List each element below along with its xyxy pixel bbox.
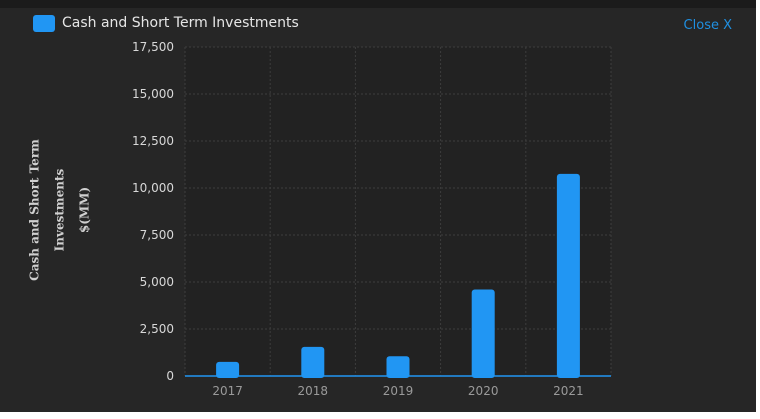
x-tick-label: 2018	[298, 384, 329, 398]
x-tick-label: 2019	[383, 384, 414, 398]
y-tick-label: 5,000	[140, 275, 174, 289]
x-tick-label: 2021	[553, 384, 584, 398]
legend[interactable]: Cash and Short Term Investments	[33, 14, 299, 32]
bar	[216, 361, 240, 378]
bar	[556, 173, 580, 378]
y-tick-label: 2,500	[140, 322, 174, 336]
bar-chart: 0 2,500 5,000 7,500 10,000 12,500 15,000 17,500…	[132, 40, 612, 398]
bar	[386, 356, 410, 378]
y-tick-label: 17,500	[132, 40, 174, 54]
legend-label: Cash and Short Term Investments	[62, 15, 299, 31]
legend-swatch	[33, 14, 55, 32]
plot-area	[185, 47, 611, 376]
x-tick-label: 2017	[212, 384, 243, 398]
y-tick-label: 10,000	[132, 181, 174, 195]
bar	[301, 346, 325, 378]
chart-panel: Cash and Short Term Investments Close X …	[0, 0, 756, 412]
x-tick-label: 2020	[468, 384, 499, 398]
y-tick-label: 0	[166, 369, 174, 383]
y-tick-label: 7,500	[140, 228, 174, 242]
bar	[471, 289, 495, 378]
y-tick-label: 15,000	[132, 87, 174, 101]
top-bar	[0, 0, 756, 8]
close-button[interactable]: Close X	[683, 18, 732, 33]
y-tick-label: 12,500	[132, 134, 174, 148]
